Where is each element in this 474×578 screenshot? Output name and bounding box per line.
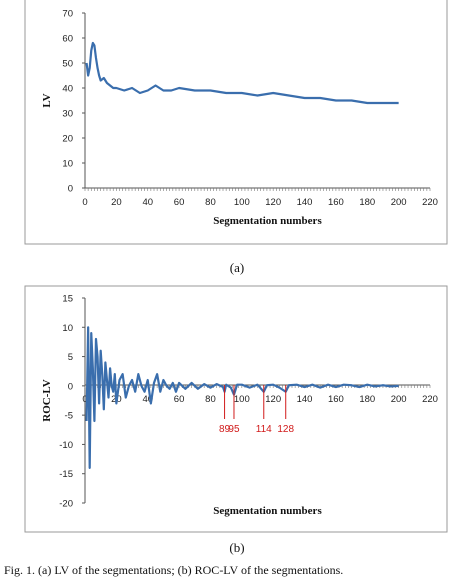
y-axis-title-b: ROC-LV (41, 379, 53, 421)
panel-b-frame (24, 285, 448, 533)
y-tick-label-b: 15 (62, 294, 73, 305)
y-tick-label-b: -10 (59, 440, 73, 451)
x-tick-label-b: 80 (205, 394, 216, 405)
x-tick-label-a: 40 (142, 197, 153, 208)
y-tick-label-a: 0 (68, 184, 73, 195)
x-tick-label-b: 180 (359, 394, 375, 405)
x-tick-label-b: 140 (297, 394, 313, 405)
x-tick-label-b: 120 (265, 394, 281, 405)
y-tick-label-a: 60 (62, 34, 73, 45)
y-tick-label-a: 20 (62, 134, 73, 145)
panel-a-plot: 0 10 20 30 40 50 60 70 0 20 40 60 80 100 120 140 160 180 2… (41, 9, 438, 228)
x-tick-label-a: 100 (234, 197, 250, 208)
y-tick-label-a: 10 (62, 159, 73, 170)
x-tick-label-a: 180 (359, 197, 375, 208)
x-tick-label-b: 60 (174, 394, 185, 405)
y-tick-label-a: 50 (62, 59, 73, 70)
x-axis-title-b: Segmentation numbers (213, 505, 322, 517)
x-tick-label-a: 80 (205, 197, 216, 208)
x-tick-label-b: 160 (328, 394, 344, 405)
x-tick-label-b: 100 (234, 394, 250, 405)
y-tick-label-b: 10 (62, 323, 73, 334)
panel-a-caption: (a) (230, 260, 244, 275)
y-tick-label-b: -20 (59, 499, 73, 510)
x-tick-label-a: 140 (297, 197, 313, 208)
annotation-label-95: 95 (228, 424, 240, 435)
panel-a-frame (24, 0, 448, 245)
x-tick-label-a: 200 (391, 197, 407, 208)
annotation-label-128: 128 (277, 424, 294, 435)
annotation-label-89: 89 (219, 424, 231, 435)
y-tick-label-b: -15 (59, 469, 73, 480)
y-axis-title-a: LV (41, 93, 53, 107)
annotation-label-114: 114 (256, 424, 272, 435)
y-tick-label-a: 70 (62, 9, 73, 20)
x-tick-label-a: 120 (265, 197, 281, 208)
y-tick-label-b: 0 (68, 381, 73, 392)
series-line-a (85, 41, 399, 105)
x-tick-label-a: 60 (174, 197, 185, 208)
series-line-b (85, 326, 399, 469)
x-tick-label-b: 220 (422, 394, 438, 405)
x-tick-label-a: 20 (111, 197, 122, 208)
panel-b-caption: (b) (229, 540, 244, 555)
x-tick-label-b: 0 (82, 394, 87, 405)
figure-footer-text: Fig. 1. (a) LV of the segmentations; (b)… (4, 563, 343, 577)
x-axis-title-a: Segmentation numbers (213, 215, 322, 227)
x-tick-label-a: 220 (422, 197, 438, 208)
x-tick-label-a: 0 (82, 197, 87, 208)
y-tick-label-a: 30 (62, 109, 73, 120)
y-tick-label-b: 5 (68, 352, 73, 363)
x-tick-label-b: 40 (142, 394, 153, 405)
y-tick-label-a: 40 (62, 84, 73, 95)
x-tick-label-a: 160 (328, 197, 344, 208)
y-tick-label-b: -5 (65, 411, 73, 422)
x-tick-label-b: 200 (391, 394, 407, 405)
